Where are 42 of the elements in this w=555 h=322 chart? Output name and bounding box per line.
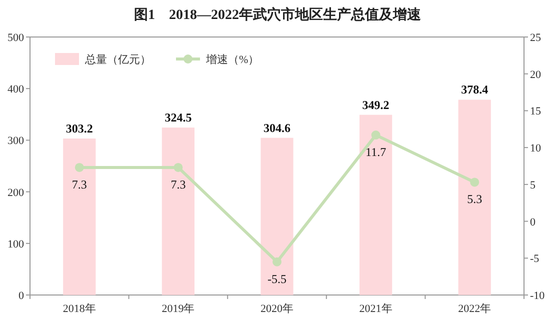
data-label: 303.2 [66,122,93,136]
y2-tick-label: 10 [530,142,542,155]
bar [260,138,294,295]
point [470,178,480,187]
y-tick-label: 400 [8,84,24,96]
y2-tick-label: 0 [530,216,536,228]
y-tick-label: 100 [8,238,24,250]
y-tick-label: 500 [8,32,24,44]
bar [360,114,392,295]
legend-label: 增速（%） [205,53,260,66]
data-label: 304.6 [264,120,290,135]
bar [63,138,96,295]
x-tick-label: 2021年 [359,303,392,315]
bar [162,128,194,295]
point [272,257,282,266]
point [371,130,380,140]
data-label: 378.4 [461,82,488,97]
y2-tick-label: 15 [530,106,542,118]
data-label: 324.5 [164,110,192,125]
data-label: 11.7 [366,145,386,160]
x-tick-label: 2019年 [162,303,195,315]
data-label: 7.3 [72,177,87,192]
y-tick-label: 0 [18,290,24,302]
y-tick-label: 300 [8,135,24,148]
data-label: 7.3 [170,177,186,192]
x-tick-label: 2022年 [458,303,492,315]
y2-tick-label: -10 [530,290,546,302]
y2-tick-label: 25 [530,32,542,44]
y-tick-label: 200 [8,186,24,199]
data-label: 349.2 [362,98,390,112]
data-label: -5.5 [268,272,286,286]
x-tick-label: 2020年 [260,303,294,315]
point [74,162,84,172]
x-tick-label: 2018年 [62,303,96,315]
chart-title: 图1 2018—2022年武穴市地区生产总值及增速 [134,6,422,23]
bar [458,100,491,295]
y2-tick-label: 20 [530,68,542,81]
y2-tick-label: 5 [530,179,536,192]
point [174,162,183,172]
y2-tick-label: -5 [530,253,540,266]
legend-label: 总量（亿元） [84,53,151,66]
data-label: 5.3 [467,192,482,206]
